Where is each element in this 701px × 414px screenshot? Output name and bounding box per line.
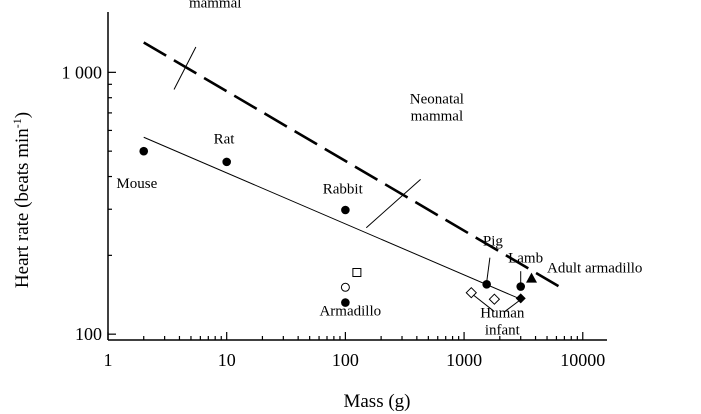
annotation-label: Armadillo <box>319 303 381 319</box>
data-point-filled-circle <box>222 157 231 167</box>
x-tick-label: 10 <box>218 350 236 370</box>
annotation-label: Adult armadillo <box>547 260 642 276</box>
y-tick-label: 100 <box>75 324 102 344</box>
axes: 1 10 100 1000 10000 100 1 000 <box>62 12 607 370</box>
y-axis-title-exp: -1 <box>10 118 24 128</box>
data-point-filled-circle <box>482 280 491 289</box>
data-point-filled-circle <box>516 282 526 291</box>
annotation-label: Mouse <box>116 176 157 192</box>
data-point-open-diamond <box>488 293 501 305</box>
y-axis-title: Heart rate (beats min-1) <box>10 112 33 288</box>
annotation-label: Pig <box>483 234 504 250</box>
y-axis-title-main: Heart rate (beats min <box>12 128 33 288</box>
data-point-filled-circle <box>341 205 350 215</box>
data-point-filled-circle <box>341 298 350 307</box>
x-tick-label: 1 <box>104 350 113 370</box>
annotation-pointer <box>365 179 421 229</box>
neonatal-mammal-line <box>143 136 521 300</box>
x-tick-label: 1000 <box>446 350 482 370</box>
y-tick-label: 1 000 <box>62 62 103 82</box>
y-axis-title-close: ) <box>12 112 33 118</box>
annotation-pointer <box>173 46 197 90</box>
trend-lines <box>143 41 566 300</box>
annotation-label: Human <box>480 305 525 321</box>
annotation-label: Lamb <box>508 250 543 266</box>
data-point-open-circle <box>340 282 350 292</box>
annotation-label: mammal <box>411 109 464 125</box>
x-axis-title: Mass (g) <box>343 391 410 412</box>
data-point-open-square <box>352 267 362 277</box>
annotation-label: infant <box>485 322 521 338</box>
annotation-label: Rabbit <box>323 181 364 197</box>
annotations: AdultmammalNeonatalmammalMouseRatRabbitA… <box>116 0 642 338</box>
annotation-label: mammal <box>189 0 242 12</box>
data-point-filled-circle <box>139 146 149 156</box>
annotation-label: Neonatal <box>410 92 464 108</box>
annotation-pointer <box>486 257 491 283</box>
data-point-filled-triangle <box>526 272 538 283</box>
x-tick-label: 100 <box>332 350 359 370</box>
adult-mammal-line <box>143 41 566 291</box>
annotation-label: Rat <box>214 131 236 147</box>
annotation-pointer <box>504 300 520 312</box>
data-points <box>139 146 538 307</box>
x-tick-label: 10000 <box>560 350 605 370</box>
annotation-pointer <box>473 294 495 312</box>
